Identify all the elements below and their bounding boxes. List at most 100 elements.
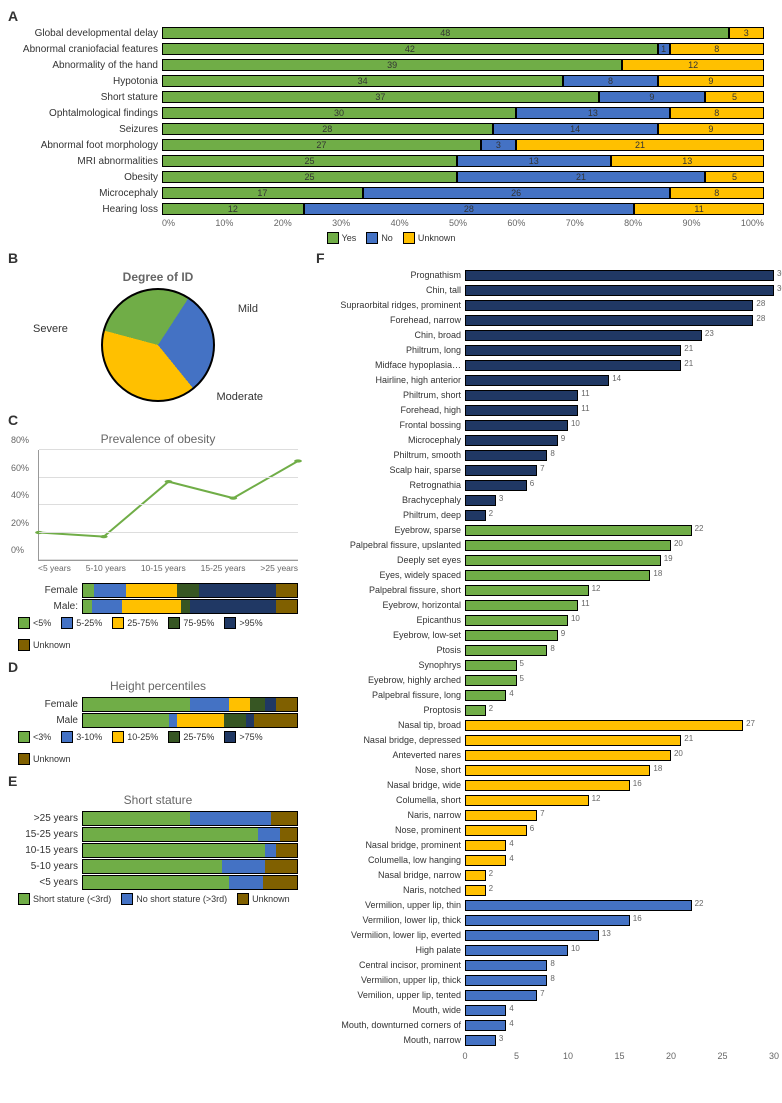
panel-b: B Degree of ID Mild Moderate Severe — [8, 250, 308, 408]
pie-label-mild: Mild — [238, 303, 258, 315]
f-row: Philtrum, short11 — [316, 388, 774, 402]
seg-unk: 8 — [670, 43, 764, 55]
f-bar — [465, 630, 558, 641]
f-bar — [465, 765, 650, 776]
f-row: High palate10 — [316, 943, 774, 957]
row-label: Hypotonia — [8, 76, 162, 87]
stacked-row: Global developmental delay483 — [8, 26, 764, 40]
f-label: Forehead, high — [316, 405, 465, 415]
f-value: 7 — [540, 989, 544, 998]
f-value: 2 — [489, 509, 493, 518]
f-value: 4 — [509, 689, 513, 698]
f-label: Nasal tip, broad — [316, 720, 465, 730]
f-value: 8 — [550, 644, 554, 653]
f-label: Microcephaly — [316, 435, 465, 445]
row-label: Global developmental delay — [8, 28, 162, 39]
f-bar — [465, 945, 568, 956]
seg-unk: 21 — [516, 139, 764, 151]
stacked-bar: 25215 — [162, 171, 764, 183]
f-row: Chin, broad23 — [316, 328, 774, 342]
f-bar — [465, 1035, 496, 1046]
f-bar — [465, 720, 743, 731]
f-bar — [465, 930, 599, 941]
f-bar — [465, 825, 527, 836]
f-value: 16 — [633, 779, 642, 788]
seg-no: 8 — [563, 75, 657, 87]
f-row: Microcephaly9 — [316, 433, 774, 447]
f-row: Vermilion, lower lip, thick16 — [316, 913, 774, 927]
f-value: 13 — [602, 929, 611, 938]
f-label: Mouth, wide — [316, 1005, 465, 1015]
f-value: 20 — [674, 539, 683, 548]
f-value: 28 — [756, 314, 765, 323]
line-chart: 0%20%40%60%80% — [38, 450, 298, 561]
f-value: 2 — [489, 704, 493, 713]
f-bar — [465, 495, 496, 506]
f-bar — [465, 585, 589, 596]
seg-yes: 25 — [162, 171, 457, 183]
seg-no: 9 — [599, 91, 705, 103]
f-label: Naris, narrow — [316, 810, 465, 820]
f-row: Nose, short18 — [316, 763, 774, 777]
f-row: Palpebral fissure, short12 — [316, 583, 774, 597]
f-row: Scalp hair, sparse7 — [316, 463, 774, 477]
f-row: Mouth, narrow3 — [316, 1033, 774, 1047]
f-label: Forehead, narrow — [316, 315, 465, 325]
f-label: Ptosis — [316, 645, 465, 655]
f-value: 14 — [612, 374, 621, 383]
f-value: 4 — [509, 839, 513, 848]
f-bar — [465, 975, 547, 986]
seg-no: 13 — [516, 107, 669, 119]
stacked-row: Short stature3795 — [8, 90, 764, 104]
f-label: Nasal bridge, wide — [316, 780, 465, 790]
f-row: Central incisor, prominent8 — [316, 958, 774, 972]
f-label: Columella, low hanging — [316, 855, 465, 865]
f-row: Nasal tip, broad27 — [316, 718, 774, 732]
row-label: Short stature — [8, 92, 162, 103]
seg-yes: 17 — [162, 187, 363, 199]
row-label: Seizures — [8, 124, 162, 135]
f-value: 5 — [519, 659, 523, 668]
stacked-row: Obesity25215 — [8, 170, 764, 184]
f-label: Eyebrow, highly arched — [316, 675, 465, 685]
panel-b-title: Degree of ID — [8, 270, 308, 284]
f-bar — [465, 450, 547, 461]
f-row: Philtrum, long21 — [316, 343, 774, 357]
f-bar — [465, 555, 661, 566]
pie-chart — [101, 288, 215, 402]
seg-no: 28 — [304, 203, 635, 215]
panel-e: E Short stature >25 years15-25 years10-1… — [8, 773, 308, 905]
f-value: 30 — [777, 284, 782, 293]
f-value: 21 — [684, 359, 693, 368]
f-row: Mouth, downturned corners of4 — [316, 1018, 774, 1032]
f-value: 3 — [499, 1034, 503, 1043]
f-value: 10 — [571, 944, 580, 953]
f-row: Supraorbital ridges, prominent28 — [316, 298, 774, 312]
seg-unk: 8 — [670, 107, 764, 119]
f-bar — [465, 315, 753, 326]
row-label: Abnormal craniofacial features — [8, 44, 162, 55]
f-row: Columella, low hanging4 — [316, 853, 774, 867]
f-row: Prognathism30 — [316, 268, 774, 282]
f-label: Hairline, high anterior — [316, 375, 465, 385]
f-value: 4 — [509, 1019, 513, 1028]
seg-unk: 9 — [658, 123, 764, 135]
f-value: 8 — [550, 974, 554, 983]
seg-unk: 3 — [729, 27, 764, 39]
f-label: Epicanthus — [316, 615, 465, 625]
f-row: Proptosis2 — [316, 703, 774, 717]
f-value: 4 — [509, 1004, 513, 1013]
stacked-row: Abnormal foot morphology27321 — [8, 138, 764, 152]
panel-e-legend: Short stature (<3rd)No short stature (>3… — [18, 893, 308, 905]
seg-no: 21 — [457, 171, 705, 183]
f-label: Nasal bridge, prominent — [316, 840, 465, 850]
stacked-row: MRI abnormalities251313 — [8, 154, 764, 168]
f-row: Forehead, narrow 28 — [316, 313, 774, 327]
panel-a-axis: 0%10%20%30%40%50%60%70%80%90%100% — [162, 218, 764, 228]
seg-unk: 5 — [705, 91, 764, 103]
f-value: 2 — [489, 869, 493, 878]
seg-no: 14 — [493, 123, 658, 135]
stacked-bar: 4218 — [162, 43, 764, 55]
f-bar — [465, 540, 671, 551]
stacked-row: Microcephaly17268 — [8, 186, 764, 200]
